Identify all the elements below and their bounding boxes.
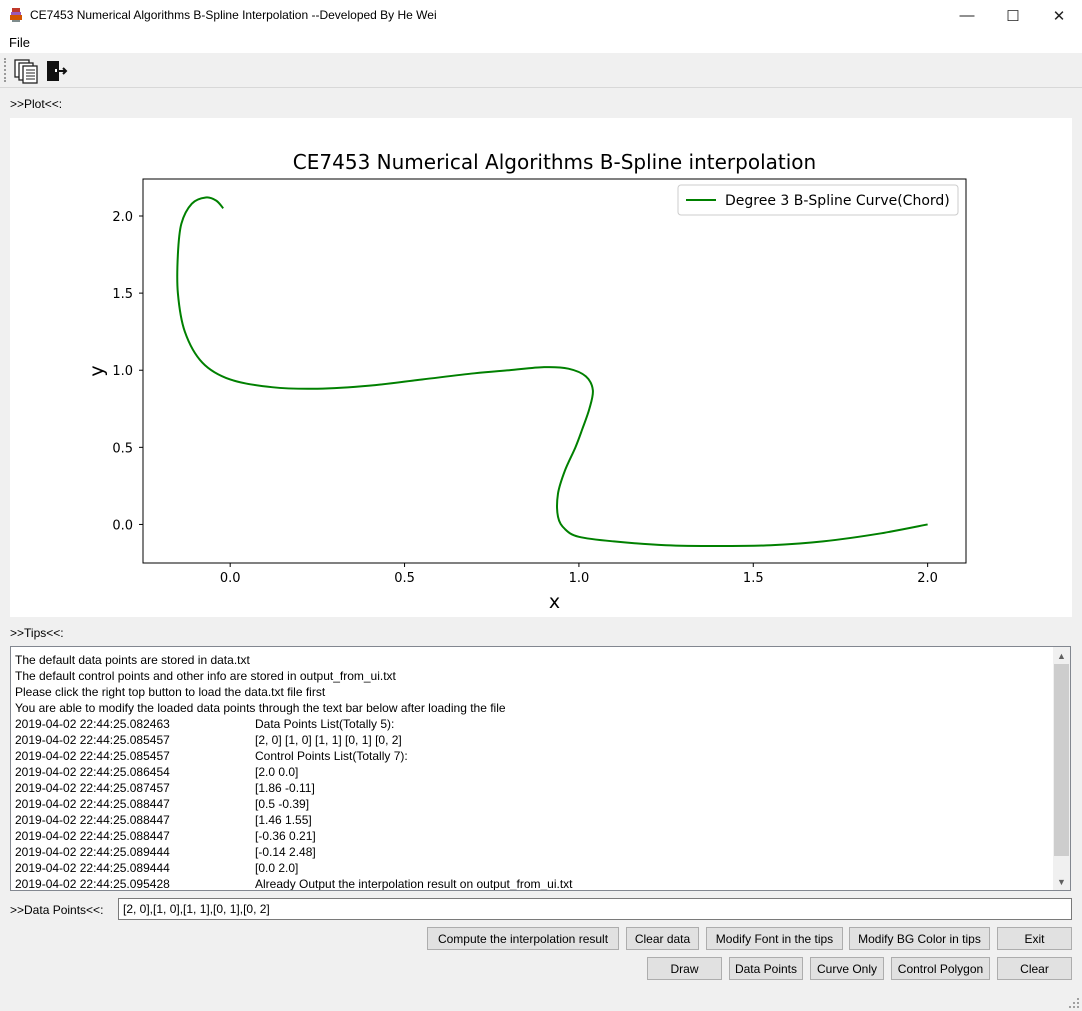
tips-line: You are able to modify the loaded data p… — [15, 700, 1055, 716]
scroll-down-icon[interactable]: ▼ — [1057, 876, 1066, 887]
tips-line-message: [2.0 0.0] — [255, 765, 299, 779]
tips-line: Please click the right top button to loa… — [15, 684, 1055, 700]
tips-line-timestamp: 2019-04-02 22:44:25.089444 — [15, 845, 170, 859]
menu-bar: File — [0, 31, 1082, 53]
legend-box — [677, 184, 959, 216]
tips-line: 2019-04-02 22:44:25.089444 [-0.14 2.48] — [15, 844, 1055, 860]
x-tick-label: 2.0 — [917, 571, 938, 586]
tips-line: 2019-04-02 22:44:25.088447 [-0.36 0.21] — [15, 828, 1055, 844]
tips-line-message: Control Points List(Totally 7): — [255, 749, 408, 763]
x-tick-label: 0.0 — [220, 571, 241, 586]
compute-button[interactable]: Compute the interpolation result — [427, 927, 619, 950]
load-data-icon[interactable] — [13, 58, 39, 84]
chart-title: CE7453 Numerical Algorithms B-Spline int… — [293, 150, 816, 174]
tips-line-timestamp: 2019-04-02 22:44:25.088447 — [15, 797, 170, 811]
x-tick-label: 1.5 — [743, 571, 764, 586]
tips-line-timestamp: Please click the right top button to loa… — [15, 685, 326, 699]
maximize-icon: ☐ — [1006, 7, 1020, 25]
tips-line-message: [1.46 1.55] — [255, 813, 312, 827]
modify-bg-color-button[interactable]: Modify BG Color in tips — [849, 927, 990, 950]
data-points-label: >>Data Points<<: — [10, 903, 104, 917]
close-icon: ✕ — [1052, 7, 1066, 25]
bspline-curve-series — [176, 196, 928, 548]
tips-line: 2019-04-02 22:44:25.088447 [1.46 1.55] — [15, 812, 1055, 828]
control-polygon-button[interactable]: Control Polygon — [891, 957, 990, 980]
draw-button[interactable]: Draw — [647, 957, 722, 980]
window-title: CE7453 Numerical Algorithms B-Spline Int… — [30, 8, 437, 22]
tips-line-message: [2, 0] [1, 0] [1, 1] [0, 1] [0, 2] — [255, 733, 402, 747]
plot-canvas: CE7453 Numerical Algorithms B-Spline int… — [10, 118, 1072, 617]
exit-button[interactable]: Exit — [997, 927, 1072, 950]
tips-line-timestamp: You are able to modify the loaded data p… — [15, 701, 506, 715]
tips-line-timestamp: 2019-04-02 22:44:25.088447 — [15, 813, 170, 827]
minimize-button[interactable]: — — [944, 0, 990, 31]
tips-line-timestamp: 2019-04-02 22:44:25.095428 — [15, 877, 170, 891]
tips-line-timestamp: 2019-04-02 22:44:25.089444 — [15, 861, 170, 875]
toolbar-grip[interactable] — [4, 58, 8, 82]
tips-line-message: [-0.14 2.48] — [255, 845, 316, 859]
exit-door-icon[interactable] — [44, 58, 70, 84]
legend-label: Degree 3 B-Spline Curve(Chord) — [725, 193, 950, 209]
tips-line-message: [0.0 2.0] — [255, 861, 299, 875]
tips-line: The default control points and other inf… — [15, 668, 1055, 684]
curve-only-button[interactable]: Curve Only — [810, 957, 884, 980]
y-tick-label: 0.5 — [112, 441, 133, 456]
scroll-up-icon[interactable]: ▲ — [1057, 650, 1066, 661]
tips-line-message: [-0.36 0.21] — [255, 829, 316, 843]
plot-section-label: >>Plot<<: — [10, 97, 63, 111]
tips-scrollbar[interactable]: ▲ ▼ — [1053, 647, 1070, 890]
tips-line-timestamp: 2019-04-02 22:44:25.085457 — [15, 733, 170, 747]
tips-section-label: >>Tips<<: — [10, 626, 64, 640]
data-points-button[interactable]: Data Points — [729, 957, 803, 980]
y-tick-label: 1.0 — [112, 364, 133, 379]
tips-line-timestamp: 2019-04-02 22:44:25.088447 — [15, 829, 170, 843]
scroll-thumb[interactable] — [1054, 664, 1069, 856]
tips-line: 2019-04-02 22:44:25.087457 [1.86 -0.11] — [15, 780, 1055, 796]
y-axis-label: y — [86, 365, 108, 376]
toolbar — [0, 53, 1082, 88]
title-bar: CE7453 Numerical Algorithms B-Spline Int… — [0, 0, 1082, 31]
tips-line: 2019-04-02 22:44:25.085457 [2, 0] [1, 0] … — [15, 732, 1055, 748]
app-icon — [10, 8, 22, 22]
clear-button[interactable]: Clear — [997, 957, 1072, 980]
tips-line-message: [0.5 -0.39] — [255, 797, 310, 811]
tips-line-timestamp: 2019-04-02 22:44:25.086454 — [15, 765, 170, 779]
modify-font-button[interactable]: Modify Font in the tips — [706, 927, 843, 950]
tips-line: 2019-04-02 22:44:25.089444 [0.0 2.0] — [15, 860, 1055, 876]
tips-line: 2019-04-02 22:44:25.086454 [2.0 0.0] — [15, 764, 1055, 780]
y-tick-label: 0.0 — [112, 518, 133, 533]
clear-data-button[interactable]: Clear data — [626, 927, 699, 950]
tips-line-message: Data Points List(Totally 5): — [255, 717, 395, 731]
tips-line: 2019-04-02 22:44:25.088447 [0.5 -0.39] — [15, 796, 1055, 812]
tips-line: 2019-04-02 22:44:25.085457 Control Points… — [15, 748, 1055, 764]
x-tick-label: 0.5 — [394, 571, 415, 586]
tips-line: The default data points are stored in da… — [15, 652, 1055, 668]
y-tick-label: 1.5 — [112, 287, 133, 302]
close-button[interactable]: ✕ — [1036, 0, 1082, 31]
tips-line-message: [1.86 -0.11] — [255, 781, 315, 795]
bspline-chart: CE7453 Numerical Algorithms B-Spline int… — [86, 150, 967, 613]
resize-grip-icon[interactable] — [1068, 997, 1080, 1009]
menu-file[interactable]: File — [9, 35, 30, 50]
tips-textbox[interactable]: The default data points are stored in da… — [10, 646, 1071, 891]
maximize-button[interactable]: ☐ — [990, 0, 1036, 31]
minimize-icon: — — [959, 7, 975, 24]
tips-line: 2019-04-02 22:44:25.095428 Already Output… — [15, 876, 1055, 891]
axes-frame — [142, 178, 967, 564]
tips-line-timestamp: The default control points and other inf… — [15, 669, 396, 683]
tips-line-timestamp: 2019-04-02 22:44:25.087457 — [15, 781, 170, 795]
tips-line-message: Already Output the interpolation result … — [255, 877, 573, 891]
tips-line: 2019-04-02 22:44:25.082463 Data Points Li… — [15, 716, 1055, 732]
tips-line-timestamp: The default data points are stored in da… — [15, 653, 250, 667]
y-tick-label: 2.0 — [112, 210, 133, 225]
tips-line-timestamp: 2019-04-02 22:44:25.085457 — [15, 749, 170, 763]
tips-line-timestamp: 2019-04-02 22:44:25.082463 — [15, 717, 170, 731]
x-tick-label: 1.0 — [569, 571, 590, 586]
tips-lines: The default data points are stored in da… — [15, 652, 1055, 891]
data-points-input[interactable] — [118, 898, 1072, 920]
x-axis-label: x — [549, 591, 560, 613]
